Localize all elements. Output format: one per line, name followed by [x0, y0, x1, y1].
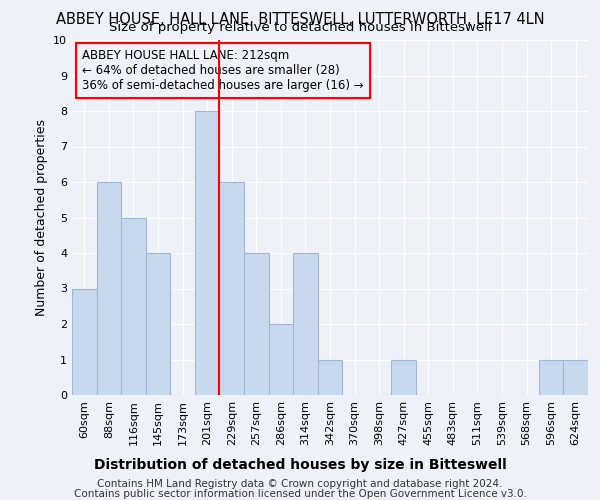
- Bar: [539, 360, 563, 395]
- Bar: [72, 288, 97, 395]
- Bar: [195, 111, 220, 395]
- Bar: [391, 360, 416, 395]
- Bar: [97, 182, 121, 395]
- Y-axis label: Number of detached properties: Number of detached properties: [35, 119, 47, 316]
- Bar: [244, 253, 269, 395]
- Bar: [121, 218, 146, 395]
- Text: Contains HM Land Registry data © Crown copyright and database right 2024.: Contains HM Land Registry data © Crown c…: [97, 479, 503, 489]
- Bar: [220, 182, 244, 395]
- Bar: [269, 324, 293, 395]
- Bar: [146, 253, 170, 395]
- Text: Size of property relative to detached houses in Bitteswell: Size of property relative to detached ho…: [109, 22, 491, 35]
- Text: Contains public sector information licensed under the Open Government Licence v3: Contains public sector information licen…: [74, 489, 526, 499]
- Bar: [318, 360, 342, 395]
- Text: Distribution of detached houses by size in Bitteswell: Distribution of detached houses by size …: [94, 458, 506, 471]
- Bar: [563, 360, 588, 395]
- Bar: [293, 253, 318, 395]
- Text: ABBEY HOUSE HALL LANE: 212sqm
← 64% of detached houses are smaller (28)
36% of s: ABBEY HOUSE HALL LANE: 212sqm ← 64% of d…: [82, 49, 364, 92]
- Text: ABBEY HOUSE, HALL LANE, BITTESWELL, LUTTERWORTH, LE17 4LN: ABBEY HOUSE, HALL LANE, BITTESWELL, LUTT…: [56, 12, 544, 26]
